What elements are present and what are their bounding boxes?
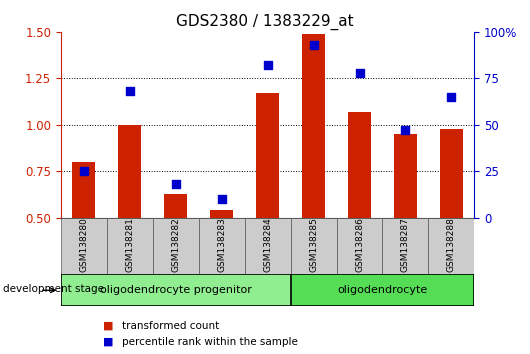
Bar [440, 129, 463, 218]
Bar [337, 218, 383, 274]
Bar [256, 93, 279, 218]
Text: percentile rank within the sample: percentile rank within the sample [122, 337, 298, 347]
Text: GSM138288: GSM138288 [447, 217, 456, 272]
Text: development stage: development stage [3, 284, 104, 293]
Text: GSM138287: GSM138287 [401, 217, 410, 272]
Bar [394, 134, 417, 218]
Bar [383, 218, 428, 274]
Bar [199, 218, 245, 274]
Bar [107, 218, 153, 274]
Bar [153, 218, 199, 274]
Bar [164, 194, 187, 218]
Text: GSM138284: GSM138284 [263, 217, 272, 272]
Text: oligodendrocyte progenitor: oligodendrocyte progenitor [100, 285, 252, 295]
Text: GSM138282: GSM138282 [171, 217, 180, 272]
Point [172, 181, 180, 187]
Bar [61, 274, 290, 306]
Bar [210, 210, 233, 218]
Text: oligodendrocyte: oligodendrocyte [338, 285, 428, 295]
Bar [118, 125, 142, 218]
Point [217, 196, 226, 202]
Point [447, 94, 456, 100]
Bar [290, 218, 337, 274]
Text: GSM138281: GSM138281 [126, 217, 134, 272]
Text: GSM138286: GSM138286 [355, 217, 364, 272]
Point [310, 42, 318, 48]
Text: ■: ■ [103, 321, 114, 331]
Bar [73, 162, 95, 218]
Text: GSM138280: GSM138280 [80, 217, 89, 272]
Bar [348, 112, 371, 218]
Point [263, 62, 272, 68]
Bar [61, 218, 107, 274]
Text: ■: ■ [103, 337, 114, 347]
Text: GSM138283: GSM138283 [217, 217, 226, 272]
Point [401, 127, 410, 133]
Bar [290, 274, 474, 306]
Point [355, 70, 364, 76]
Text: transformed count: transformed count [122, 321, 219, 331]
Point [126, 88, 134, 94]
Bar [302, 34, 325, 218]
Bar [428, 218, 474, 274]
Text: GDS2380 / 1383229_at: GDS2380 / 1383229_at [176, 14, 354, 30]
Text: GSM138285: GSM138285 [309, 217, 318, 272]
Bar [245, 218, 290, 274]
Point [80, 169, 88, 174]
